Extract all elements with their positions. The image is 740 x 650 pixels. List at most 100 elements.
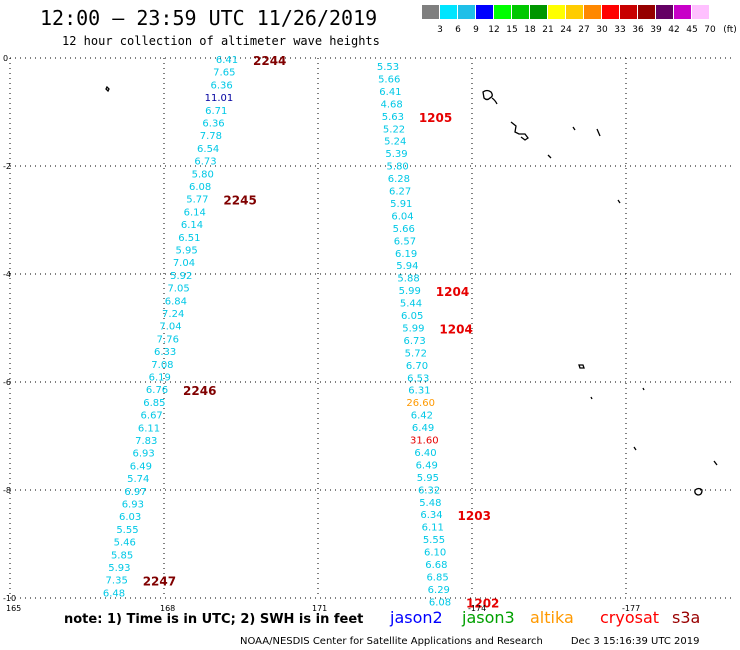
wave-height-value: 5.85 (111, 550, 133, 561)
wave-height-value: 7.05 (167, 284, 189, 295)
colorbar-label: 39 (650, 25, 662, 35)
colorbar-label: 70 (704, 25, 716, 35)
island (713, 460, 718, 466)
wave-height-value: 6.48 (103, 588, 125, 599)
track-time-label: 2245 (223, 194, 256, 208)
wave-height-value: 6.93 (132, 449, 154, 460)
wave-height-value: 26.60 (406, 398, 435, 409)
legend-jason2: jason2 (390, 608, 443, 627)
island (482, 89, 493, 101)
track-time-label: 1204 (439, 322, 472, 336)
island (642, 387, 645, 391)
lon-tick-label: -177 (622, 604, 640, 613)
colorbar-swatch (566, 5, 583, 19)
colorbar-swatch (602, 5, 619, 19)
lon-tick-label: -174 (468, 604, 486, 613)
wave-height-value: 6.34 (420, 510, 442, 521)
wave-height-value: 5.72 (405, 348, 427, 359)
colorbar-label: 6 (455, 25, 461, 35)
colorbar-label: 33 (614, 25, 626, 35)
track-time-label: 2244 (253, 54, 286, 68)
wave-height-value: 6.85 (426, 572, 448, 583)
wave-height-value: 6.10 (424, 548, 446, 559)
wave-height-value: 5.77 (186, 195, 208, 206)
colorbar-label: 15 (506, 25, 518, 35)
wave-height-value: 5.55 (116, 525, 138, 536)
legend-cryosat: cryosat (600, 608, 660, 627)
wave-height-value: 6.14 (184, 207, 206, 218)
wave-height-value: 11.01 (205, 93, 234, 104)
wave-height-value: 5.80 (387, 162, 409, 173)
wave-height-value: 7.24 (162, 309, 184, 320)
wave-height-value: 6.70 (406, 361, 428, 372)
colorbar-swatch (476, 5, 493, 19)
track-time-label: 1203 (458, 509, 491, 523)
colorbar-label: 21 (542, 25, 554, 35)
island (694, 487, 703, 496)
wave-height-value: 5.80 (192, 169, 214, 180)
footer-date: Dec 3 15:16:39 UTC 2019 (570, 636, 700, 647)
wave-height-value: 7.65 (213, 68, 235, 79)
island (633, 446, 637, 451)
wave-height-value: 6.93 (122, 500, 144, 511)
wave-height-value: 6.85 (143, 398, 165, 409)
colorbar-label: 30 (596, 25, 608, 35)
wave-height-value: 5.39 (385, 149, 407, 160)
wave-height-value: 6.32 (418, 485, 440, 496)
colorbar-swatch (674, 5, 691, 19)
axis-tick-labels: 165 168 171 -174 -177 0 -2 -4 -6 -8 -10 (3, 54, 640, 613)
colorbar-swatch (440, 5, 457, 19)
colorbar-label: 18 (524, 25, 536, 35)
lon-tick-label: 168 (160, 604, 175, 613)
lat-tick-label: 0 (3, 54, 8, 63)
colorbar-label: 27 (578, 25, 590, 35)
wave-height-value: 5.63 (382, 112, 404, 123)
wave-height-value: 6.29 (428, 585, 450, 596)
wave-height-value: 6.08 (189, 182, 211, 193)
wave-height-value: 5.66 (378, 74, 400, 85)
wave-height-value: 5.48 (419, 498, 441, 509)
wave-height-value: 6.36 (202, 119, 224, 130)
wave-height-value: 6.53 (407, 373, 429, 384)
island (578, 364, 585, 369)
wave-height-value: 5.94 (396, 261, 418, 272)
wave-height-value: 5.55 (423, 535, 445, 546)
island-coastlines (105, 85, 718, 496)
header-title: 12:00 — 23:59 UTC 11/26/2019 (40, 6, 378, 30)
wave-height-value: 6.40 (414, 448, 436, 459)
track-a: 6.417.656.3611.016.716.367.786.546.735.8… (103, 54, 287, 599)
wave-height-value: 6.84 (165, 296, 187, 307)
wave-height-value: 6.36 (210, 80, 232, 91)
wave-height-value: 6.05 (401, 311, 423, 322)
header-subtitle: 12 hour collection of altimeter wave hei… (62, 34, 380, 48)
wave-height-value: 5.66 (393, 224, 415, 235)
wave-height-value: 6.33 (154, 347, 176, 358)
lon-tick-label: 171 (312, 604, 327, 613)
wave-height-value: 6.73 (194, 157, 216, 168)
track-time-label: 2247 (143, 575, 176, 589)
wave-height-value: 5.46 (114, 538, 136, 549)
colorbar-swatch (620, 5, 637, 19)
island (510, 121, 529, 141)
lat-lon-grid (9, 57, 735, 599)
wave-height-value: 6.73 (403, 336, 425, 347)
wave-height-value: 6.49 (412, 423, 434, 434)
wave-height-value: 6.19 (395, 249, 417, 260)
wave-height-value: 6.04 (391, 211, 413, 222)
colorbar-swatch (530, 5, 547, 19)
wave-height-value: 5.95 (176, 246, 198, 257)
wave-height-value: 6.28 (388, 174, 410, 185)
wave-height-value: 6.42 (411, 411, 433, 422)
wave-height-value: 6.49 (130, 461, 152, 472)
track-b: 5.535.666.414.685.635.225.245.395.806.28… (377, 62, 500, 610)
track-time-label: 1205 (419, 111, 452, 125)
wave-height-value: 6.11 (422, 523, 444, 534)
colorbar-swatch (692, 5, 709, 19)
wave-height-value: 5.99 (402, 323, 424, 334)
wave-height-value: 31.60 (410, 436, 439, 447)
wave-height-value: 5.74 (127, 474, 149, 485)
legend-jason3: jason3 (462, 608, 515, 627)
colorbar-label: 9 (473, 25, 479, 35)
wave-height-value: 6.41 (379, 87, 401, 98)
colorbar-label: 12 (488, 25, 500, 35)
